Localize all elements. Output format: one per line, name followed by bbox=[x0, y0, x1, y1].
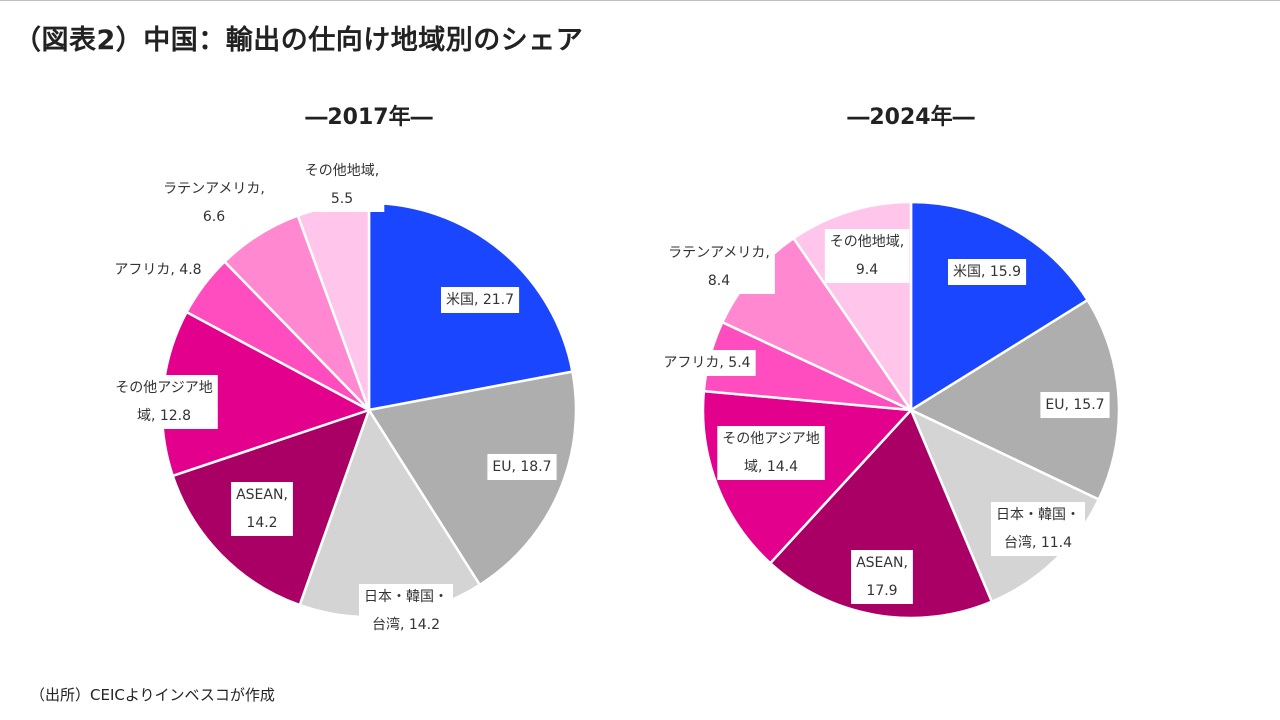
data-label-text: その他アジア地 bbox=[115, 380, 212, 396]
data-label-text: EU, 18.7 bbox=[492, 459, 551, 475]
source-note: （出所）CEICよりインベスコが作成 bbox=[30, 686, 275, 704]
data-label-box bbox=[948, 259, 1027, 285]
top-rule bbox=[0, 0, 1280, 1]
data-label-japan_korea_taiwan-2017: 日本・韓国・台湾, 14.2 bbox=[359, 584, 453, 638]
data-label-us-2024: 米国, 15.9 bbox=[948, 259, 1027, 285]
data-label-text: 域, 12.8 bbox=[137, 408, 191, 424]
data-label-box bbox=[158, 176, 270, 230]
data-label-text: ASEAN, bbox=[236, 487, 288, 503]
data-label-text: アフリカ, 5.4 bbox=[663, 355, 750, 371]
data-label-text: ラテンアメリカ, bbox=[163, 181, 265, 197]
data-label-text: 台湾, 14.2 bbox=[372, 616, 440, 633]
pie-chart-2017: ―2017年― 米国, 21.7 EU, 18.7 日本・韓国・台湾, 14.2 AS… bbox=[109, 104, 578, 638]
data-label-text: その他地域, bbox=[305, 163, 379, 179]
pie-labels-2017: 米国, 21.7 EU, 18.7 日本・韓国・台湾, 14.2 ASEAN, 14.2… bbox=[109, 158, 557, 638]
pie-slice-us-2024 bbox=[909, 200, 1090, 413]
data-label-text: ASEAN, bbox=[856, 555, 908, 571]
chart-title-2024: ―2024年― bbox=[847, 104, 974, 130]
data-label-asean-2024: ASEAN, 17.9 bbox=[851, 550, 913, 604]
page-title: （図表2）中国：輸出の仕向け地域別のシェア bbox=[14, 25, 584, 56]
data-label-box bbox=[299, 158, 385, 212]
data-label-us-2017: 米国, 21.7 bbox=[441, 287, 520, 313]
data-label-text: 米国, 21.7 bbox=[446, 292, 514, 308]
data-label-latin_america-2024: ラテンアメリカ, 8.4 bbox=[663, 240, 775, 294]
data-label-eu-2024: EU, 15.7 bbox=[1040, 392, 1110, 418]
data-label-text: 9.4 bbox=[856, 262, 878, 278]
pie-slice-asean-2024 bbox=[768, 407, 994, 620]
data-label-text: 台湾, 11.4 bbox=[1004, 534, 1072, 551]
data-label-other-2024: その他地域, 9.4 bbox=[824, 229, 910, 283]
data-label-text: その他アジア地 bbox=[722, 431, 819, 447]
data-label-africa-2017: アフリカ, 4.8 bbox=[109, 257, 207, 283]
data-label-text: 域, 14.4 bbox=[744, 459, 798, 475]
data-label-text: 6.6 bbox=[203, 209, 225, 225]
pie-slice-eu-2024 bbox=[908, 298, 1121, 502]
data-label-box bbox=[441, 287, 520, 313]
data-label-eu-2017: EU, 18.7 bbox=[487, 454, 557, 480]
data-label-text: 日本・韓国・ bbox=[996, 507, 1080, 523]
data-label-africa-2024: アフリカ, 5.4 bbox=[658, 350, 756, 376]
data-label-text: 米国, 15.9 bbox=[953, 264, 1021, 280]
data-label-other-2017: その他地域, 5.5 bbox=[299, 158, 385, 212]
data-label-box bbox=[824, 229, 910, 283]
pie-chart-2024: ―2024年― 米国, 15.9 EU, 15.7 日本・韓国・台湾, 11.4 AS… bbox=[658, 104, 1121, 620]
data-label-box bbox=[851, 550, 913, 604]
data-label-box bbox=[231, 482, 293, 536]
data-label-text: アフリカ, 4.8 bbox=[114, 262, 201, 278]
data-label-text: 8.4 bbox=[708, 273, 730, 289]
data-label-japan_korea_taiwan-2024: 日本・韓国・台湾, 11.4 bbox=[991, 502, 1085, 556]
data-label-box bbox=[991, 502, 1085, 556]
chart-title-2017: ―2017年― bbox=[305, 104, 432, 130]
data-label-text: ラテンアメリカ, bbox=[668, 245, 770, 261]
data-label-latin_america-2017: ラテンアメリカ, 6.6 bbox=[158, 176, 270, 230]
data-label-box bbox=[663, 240, 775, 294]
pie-labels-2024: 米国, 15.9 EU, 15.7 日本・韓国・台湾, 11.4 ASEAN, 17.9… bbox=[658, 229, 1110, 604]
data-label-text: 5.5 bbox=[331, 191, 353, 207]
data-label-text: その他地域, bbox=[830, 234, 904, 250]
data-label-box bbox=[359, 584, 453, 638]
pie-slices-2017 bbox=[160, 201, 578, 619]
data-label-text: 17.9 bbox=[866, 583, 897, 599]
data-label-box bbox=[658, 350, 756, 376]
data-label-box bbox=[487, 454, 557, 480]
data-label-text: 14.2 bbox=[246, 515, 277, 531]
data-label-box bbox=[109, 257, 207, 283]
data-label-box bbox=[110, 375, 218, 429]
data-label-asean-2017: ASEAN, 14.2 bbox=[231, 482, 293, 536]
data-label-box bbox=[717, 426, 825, 480]
pie-slice-eu-2017 bbox=[366, 370, 578, 587]
data-label-text: EU, 15.7 bbox=[1045, 397, 1104, 413]
data-label-text: 日本・韓国・ bbox=[364, 589, 448, 605]
data-label-box bbox=[1040, 392, 1110, 418]
